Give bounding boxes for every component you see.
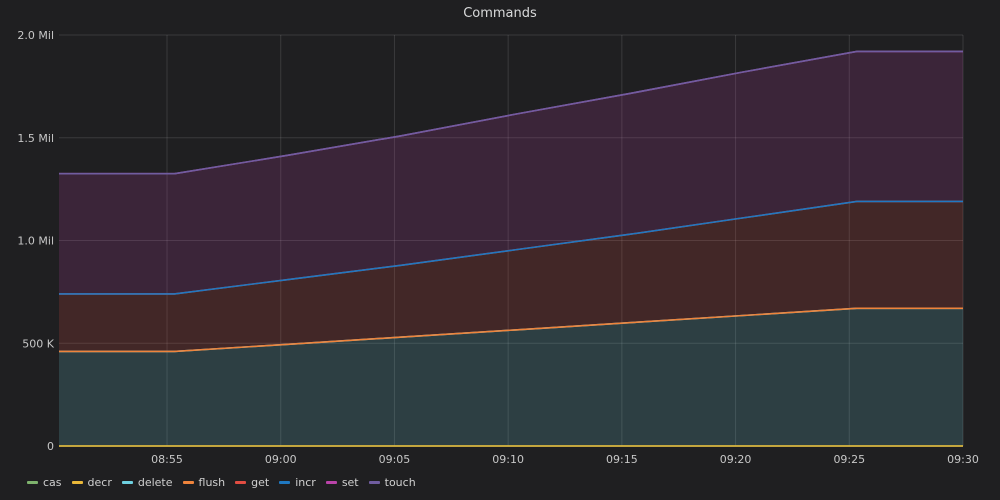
legend-swatch: [121, 481, 133, 484]
legend-label: cas: [43, 476, 62, 489]
legend-item-flush[interactable]: flush: [182, 476, 226, 489]
x-tick-label: 08:55: [151, 453, 183, 466]
legend-label: flush: [198, 476, 226, 489]
legend-swatch: [27, 481, 38, 484]
legend: cas decr delete flush get incr set touch: [27, 476, 416, 489]
legend-swatch: [325, 481, 337, 484]
legend-item-get[interactable]: get: [235, 476, 269, 489]
line-touch: [59, 50, 963, 175]
line-flush: [59, 307, 963, 353]
legend-item-incr[interactable]: incr: [279, 476, 316, 489]
legend-swatch: [279, 481, 291, 484]
legend-swatch: [368, 481, 380, 484]
area-delete: [59, 308, 963, 446]
y-tick-label: 0: [47, 440, 54, 453]
legend-item-decr[interactable]: decr: [71, 476, 112, 489]
line-incr: [59, 200, 963, 295]
legend-item-set[interactable]: set: [325, 476, 359, 489]
legend-item-touch[interactable]: touch: [368, 476, 416, 489]
y-tick-label: 2.0 Mil: [17, 29, 54, 42]
x-tick-label: 09:25: [833, 453, 865, 466]
y-tick-label: 500 K: [22, 337, 54, 350]
x-tick-label: 09:15: [606, 453, 638, 466]
x-tick-label: 09:00: [265, 453, 297, 466]
area-set: [59, 51, 963, 294]
x-tick-label: 09:05: [379, 453, 411, 466]
area-get: [59, 201, 963, 352]
x-tick-label: 09:10: [492, 453, 524, 466]
area-fills: [59, 51, 963, 446]
legend-label: decr: [87, 476, 112, 489]
legend-label: delete: [137, 476, 173, 489]
legend-label: get: [251, 476, 270, 489]
legend-label: set: [341, 476, 359, 489]
legend-item-cas[interactable]: cas: [27, 476, 62, 489]
legend-item-delete[interactable]: delete: [121, 476, 173, 489]
x-tick-label: 09:30: [947, 453, 979, 466]
legend-swatch: [71, 481, 83, 484]
series-lines: [59, 50, 963, 447]
legend-swatch: [182, 481, 194, 484]
chart-title: Commands: [463, 6, 537, 21]
legend-label: touch: [384, 476, 416, 489]
x-tick-label: 09:20: [720, 453, 752, 466]
y-tick-label: 1.0 Mil: [17, 235, 54, 248]
y-tick-label: 1.5 Mil: [17, 132, 54, 145]
legend-swatch: [235, 481, 247, 484]
legend-label: incr: [295, 476, 316, 489]
